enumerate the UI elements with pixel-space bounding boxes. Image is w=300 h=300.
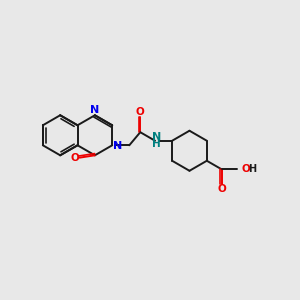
Text: H: H (248, 164, 256, 174)
Text: H: H (152, 139, 161, 149)
Text: N: N (113, 141, 122, 151)
Text: N: N (90, 105, 99, 115)
Text: O: O (242, 164, 250, 174)
Text: N: N (152, 132, 161, 142)
Text: O: O (70, 153, 79, 163)
Text: O: O (136, 107, 145, 118)
Text: O: O (217, 184, 226, 194)
